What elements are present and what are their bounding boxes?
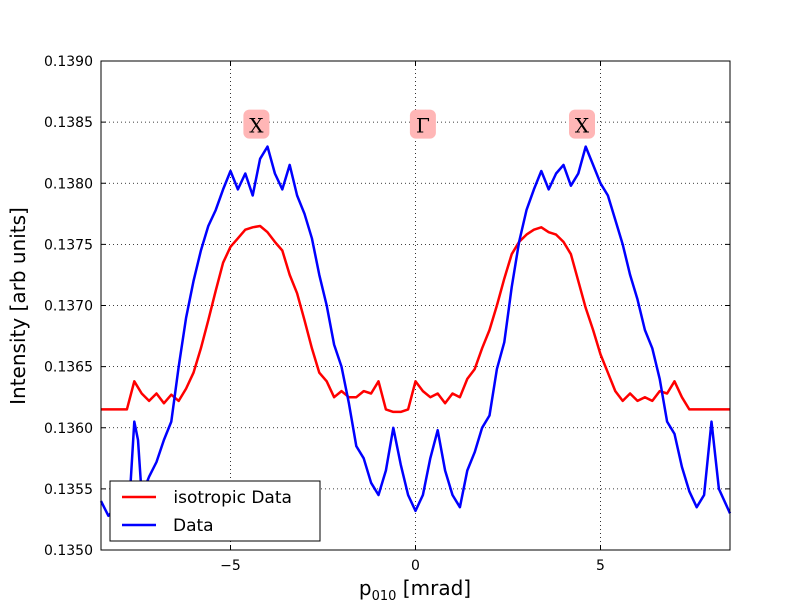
x-axis-title-unit: [mrad] bbox=[396, 576, 471, 600]
legend-label-isotropic: isotropic Data bbox=[168, 488, 292, 508]
annotation-box bbox=[569, 109, 595, 139]
tick-layer: −5 0 5 0.1350 0.1355 0.1360 0.1365 0.1370 0.1375… bbox=[44, 54, 730, 574]
annotation-box bbox=[409, 109, 436, 139]
annotation-label: Γ bbox=[416, 114, 430, 138]
legend-box bbox=[109, 480, 321, 542]
y-tick-label: 0.1380 bbox=[44, 176, 93, 192]
annotation-label: X bbox=[249, 114, 264, 138]
y-tick-label: 0.1360 bbox=[44, 421, 93, 437]
legend: isotropic Data Data bbox=[109, 480, 321, 542]
series-line-data bbox=[99, 145, 732, 518]
y-axis-title: Intensity [arb units] bbox=[6, 207, 30, 405]
x-axis-title: p010 [mrad] bbox=[359, 576, 471, 604]
x-tick-label: 5 bbox=[596, 558, 605, 574]
series-layer bbox=[99, 145, 732, 518]
x-axis-title-main: p bbox=[359, 576, 372, 600]
y-tick-label: 0.1355 bbox=[44, 482, 93, 498]
series-line-isotropic bbox=[101, 224, 730, 414]
annotation-label: X bbox=[575, 114, 590, 138]
y-tick-label: 0.1390 bbox=[44, 54, 93, 70]
y-tick-label: 0.1375 bbox=[44, 237, 93, 253]
legend-label-data: Data bbox=[173, 516, 214, 536]
x-tick-label: 0 bbox=[411, 558, 420, 574]
y-tick-label: 0.1370 bbox=[44, 299, 93, 315]
x-axis-title-subscript: 010 bbox=[372, 589, 397, 604]
y-tick-label: 0.1365 bbox=[44, 360, 93, 376]
annotation-box bbox=[243, 109, 270, 139]
y-tick-label: 0.1350 bbox=[44, 543, 93, 559]
y-tick-label: 0.1385 bbox=[44, 115, 93, 131]
x-tick-label: −5 bbox=[220, 558, 241, 574]
